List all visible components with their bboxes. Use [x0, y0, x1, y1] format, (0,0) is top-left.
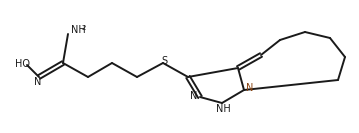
Text: N: N [246, 83, 254, 93]
Text: 2: 2 [82, 25, 87, 31]
Text: S: S [161, 56, 167, 66]
Text: N: N [34, 77, 42, 87]
Text: NH: NH [216, 104, 230, 114]
Text: N: N [190, 91, 198, 101]
Text: NH: NH [71, 25, 86, 35]
Text: HO: HO [15, 59, 30, 69]
